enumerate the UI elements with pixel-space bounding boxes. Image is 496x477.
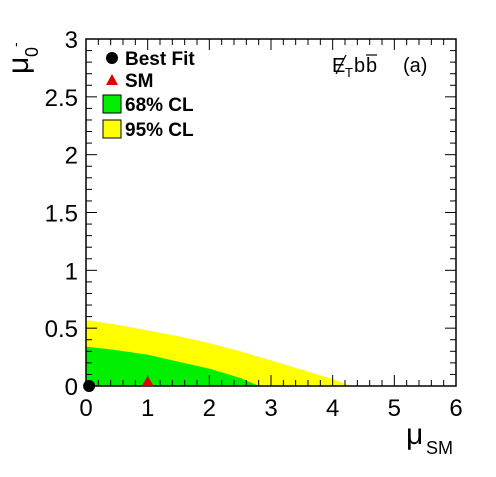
channel-b1: b <box>354 55 365 77</box>
sm-point <box>141 376 154 386</box>
best-fit-point <box>83 380 96 392</box>
legend-best-fit-marker <box>106 52 118 64</box>
x-tick-label: 3 <box>264 395 277 422</box>
legend-label: SM <box>125 71 154 92</box>
legend-label: 95% CL <box>125 120 194 141</box>
channel-b2: b <box>366 55 377 77</box>
marker-layer <box>83 376 154 392</box>
y-tick-label: 1.5 <box>45 201 78 228</box>
x-tick-label: 5 <box>388 395 401 422</box>
y-axis-label-group: μ0- <box>2 42 42 74</box>
y-axis-label-sub: 0 <box>22 47 42 57</box>
x-tick-label: 1 <box>141 395 154 422</box>
contour-68-region <box>86 346 259 386</box>
legend-sm-marker <box>106 74 118 85</box>
x-tick-label: 2 <box>203 395 216 422</box>
y-tick-label: 0 <box>65 374 78 401</box>
panel-label: (a) <box>403 55 427 77</box>
axis-ticks: 0 1 2 3 4 5 6 0 0.5 1 1.5 2 2.5 3 <box>45 27 463 422</box>
channel-etmiss-slash <box>335 54 347 75</box>
x-axis-label-sub: SM <box>426 438 453 458</box>
legend-label: Best Fit <box>125 49 195 70</box>
y-tick-label: 1 <box>65 258 78 285</box>
legend-box-2 <box>102 94 122 114</box>
y-axis-label: μ <box>2 57 35 74</box>
y-axis-label-sup: - <box>7 42 23 47</box>
x-axis-label: μ <box>406 418 423 451</box>
legend-box-3 <box>102 119 122 139</box>
y-tick-label: 2.5 <box>45 85 78 112</box>
channel-etmiss-sub: T <box>345 65 353 80</box>
x-tick-label: 4 <box>326 395 339 422</box>
legend-label: 68% CL <box>125 95 194 116</box>
channel-etmiss: E <box>332 55 345 77</box>
x-tick-label: 0 <box>79 395 92 422</box>
contour-layer <box>86 320 352 386</box>
y-tick-label: 3 <box>65 27 78 54</box>
y-tick-label: 2 <box>65 143 78 170</box>
y-tick-label: 0.5 <box>45 316 78 343</box>
x-tick-label: 6 <box>449 395 462 422</box>
